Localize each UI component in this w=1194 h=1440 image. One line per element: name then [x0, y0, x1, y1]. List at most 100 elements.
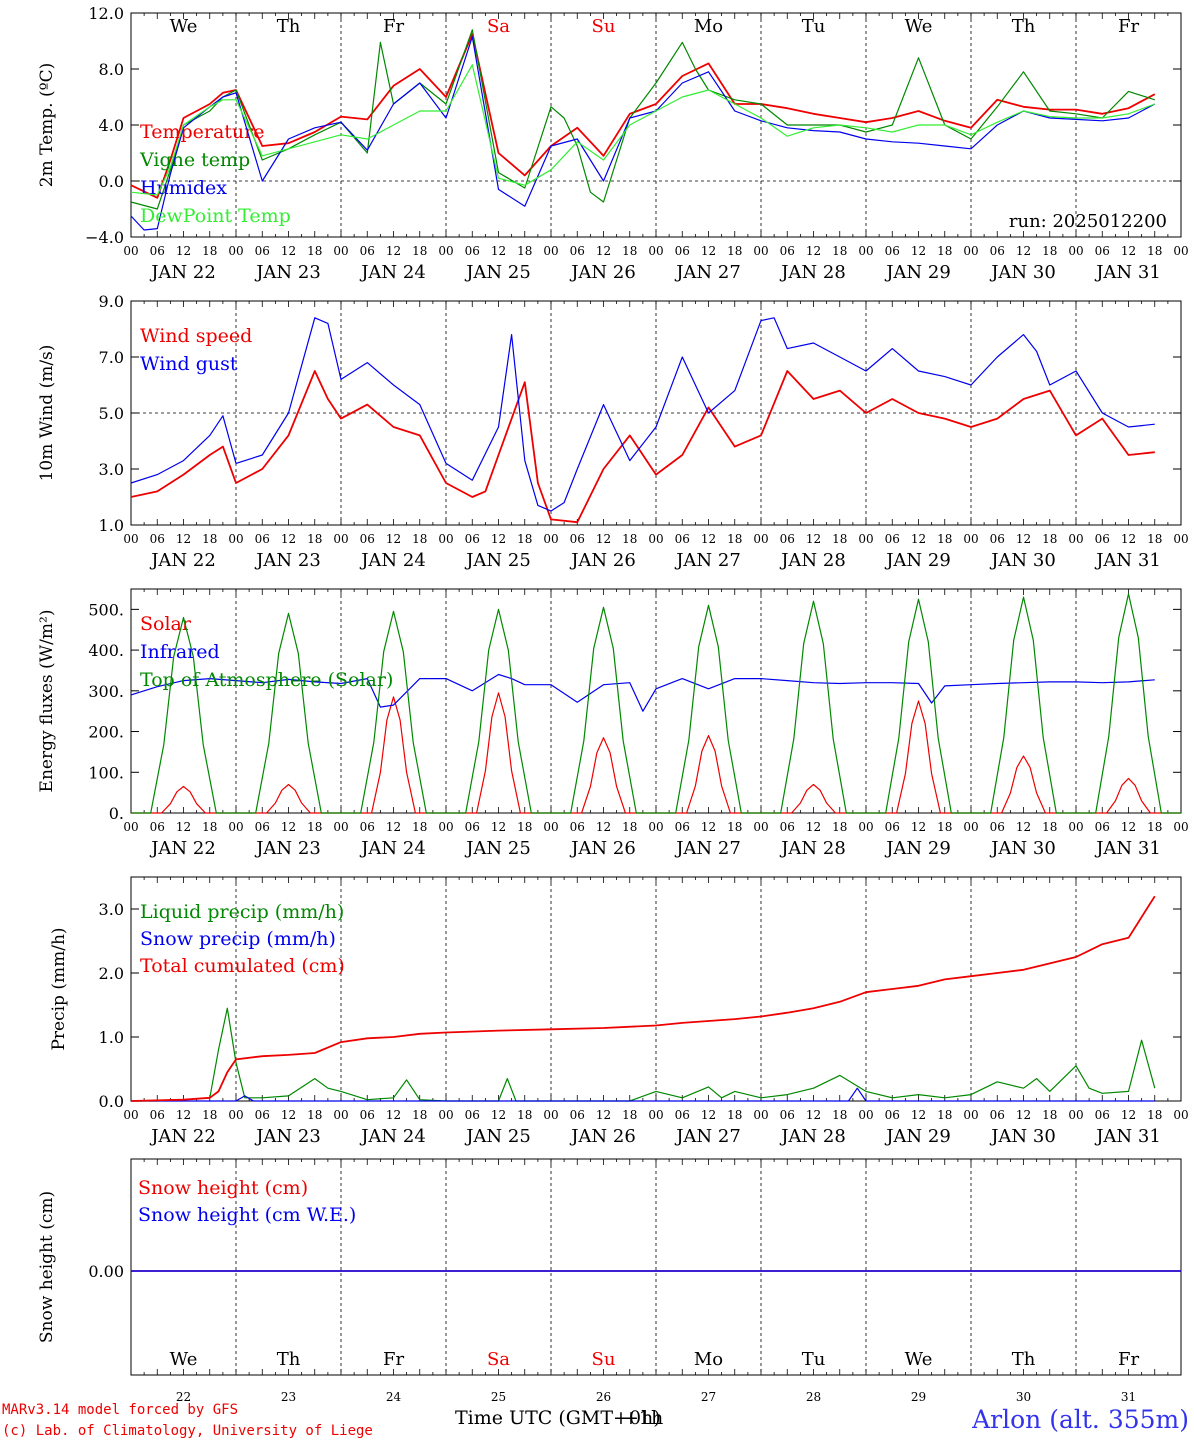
hour-tick-label: 06 — [780, 1108, 795, 1122]
hour-tick-label: 00 — [228, 532, 243, 546]
hour-tick-label: 18 — [202, 1108, 217, 1122]
hour-tick-label: 00 — [543, 820, 558, 834]
hour-tick-label: 06 — [570, 1108, 585, 1122]
x-axis-title-overlay: +1h — [623, 1407, 663, 1429]
hour-tick-label: 00 — [1068, 244, 1083, 258]
date-label: JAN 30 — [989, 838, 1056, 859]
hour-tick-label: 18 — [832, 1108, 847, 1122]
date-label: JAN 22 — [149, 838, 216, 859]
date-label: JAN 22 — [149, 1126, 216, 1147]
hour-tick-label: 12 — [386, 244, 401, 258]
figure-footer: Time UTC (GMT+0h) +1h MARv3.14 model for… — [2, 1402, 1189, 1439]
weekday-label: We — [905, 1349, 933, 1370]
series-line-0 — [130, 33, 1156, 199]
weekday-label: Th — [1012, 16, 1036, 37]
hour-tick-label: 12 — [596, 820, 611, 834]
hour-tick-label: 12 — [176, 820, 191, 834]
hour-tick-label: 00 — [648, 1108, 663, 1122]
day-number-label: 28 — [806, 1390, 821, 1404]
hour-tick-label: 06 — [1095, 820, 1110, 834]
snow-height-panel: 0.00 Snow height (cm) Snow height (cm) Snow… — [37, 1158, 1182, 1404]
hour-tick-label: 06 — [360, 532, 375, 546]
hour-tick-label: 12 — [1121, 532, 1136, 546]
y-tick-label: 0.0 — [99, 1092, 124, 1111]
y-tick-label: 2.0 — [99, 964, 124, 983]
date-label: JAN 30 — [989, 1126, 1056, 1147]
y-axis-title: 2m Temp. (ºC) — [37, 63, 57, 188]
hour-tick-label: 12 — [701, 820, 716, 834]
hour-tick-label: 00 — [858, 532, 873, 546]
hour-tick-label: 06 — [465, 820, 480, 834]
hour-tick-label: 06 — [990, 1108, 1005, 1122]
legend-label-2: Total cumulated (cm) — [140, 955, 345, 977]
hour-tick-label: 00 — [543, 1108, 558, 1122]
day-number-label: 24 — [386, 1390, 402, 1404]
legend-label-0: Snow height (cm) — [138, 1177, 308, 1199]
y-tick-label: 3.0 — [99, 900, 124, 919]
hour-tick-label: 12 — [491, 1108, 506, 1122]
date-label: JAN 28 — [779, 262, 846, 283]
y-axis-title: 10m Wind (m/s) — [37, 345, 57, 482]
hour-tick-label: 00 — [333, 244, 348, 258]
hour-tick-label: 18 — [307, 244, 322, 258]
legend-label-1: Snow precip (mm/h) — [140, 928, 336, 950]
hour-tick-label: 18 — [412, 1108, 427, 1122]
y-tick-label: 200. — [88, 723, 124, 742]
y-tick-label: 100. — [88, 763, 124, 782]
date-label: JAN 28 — [779, 838, 846, 859]
day-number-label: 23 — [281, 1390, 296, 1404]
date-label: JAN 25 — [464, 550, 531, 571]
hour-tick-label: 06 — [990, 244, 1005, 258]
model-credit: MARv3.14 model forced by GFS — [2, 1402, 238, 1418]
date-label: JAN 27 — [674, 838, 741, 859]
hour-tick-label: 18 — [307, 532, 322, 546]
hour-tick-label: 00 — [648, 244, 663, 258]
hour-tick-label: 00 — [1068, 1108, 1083, 1122]
date-label: JAN 27 — [674, 550, 741, 571]
date-label: JAN 31 — [1094, 1126, 1161, 1147]
date-label: JAN 31 — [1094, 262, 1161, 283]
date-label: JAN 29 — [884, 1126, 951, 1147]
hour-tick-label: 06 — [465, 1108, 480, 1122]
wind-panel: 1.0 3.0 5.0 7.0 9.0 10m Wind (m/s) Wind speed W… — [37, 292, 1189, 571]
hour-tick-label: 12 — [806, 532, 821, 546]
date-label: JAN 27 — [674, 1126, 741, 1147]
x-axis-title: Time UTC (GMT+0h) — [455, 1407, 661, 1429]
hour-tick-label: 12 — [701, 244, 716, 258]
y-tick-label: 4.0 — [99, 116, 124, 135]
hour-tick-label: 06 — [1095, 532, 1110, 546]
date-label: JAN 27 — [674, 262, 741, 283]
date-label: JAN 24 — [359, 838, 426, 859]
hour-tick-label: 12 — [491, 532, 506, 546]
hour-tick-label: 06 — [675, 244, 690, 258]
date-label: JAN 23 — [254, 550, 321, 571]
hour-tick-label: 00 — [333, 820, 348, 834]
hour-tick-label: 18 — [412, 820, 427, 834]
legend-label-2: Humidex — [140, 177, 227, 199]
hour-tick-label: 18 — [622, 244, 637, 258]
hour-tick-label: 18 — [412, 532, 427, 546]
hour-tick-label: 18 — [517, 1108, 532, 1122]
hour-tick-label: 12 — [1016, 244, 1031, 258]
hour-tick-label: 12 — [176, 1108, 191, 1122]
date-label: JAN 29 — [884, 550, 951, 571]
hour-tick-label: 00 — [1068, 532, 1083, 546]
hour-tick-label: 06 — [255, 532, 270, 546]
hour-tick-label: 00 — [543, 244, 558, 258]
hour-tick-label: 18 — [937, 1108, 952, 1122]
weekday-label: Sa — [487, 16, 510, 37]
hour-tick-label: 06 — [885, 244, 900, 258]
date-label: JAN 31 — [1094, 550, 1161, 571]
hour-tick-label: 18 — [1147, 1108, 1162, 1122]
hour-tick-label: 18 — [1042, 532, 1057, 546]
series-line-1 — [130, 317, 1155, 512]
day-number-label: 25 — [491, 1390, 506, 1404]
weekday-label: We — [170, 1349, 198, 1370]
hour-tick-label: 12 — [281, 244, 296, 258]
hour-tick-label: 12 — [386, 532, 401, 546]
series-line-3 — [130, 64, 1156, 196]
hour-tick-label: 12 — [1121, 820, 1136, 834]
hour-tick-label: 00 — [123, 1108, 138, 1122]
y-tick-label: 300. — [88, 682, 124, 701]
hour-tick-label: 00 — [963, 820, 978, 834]
